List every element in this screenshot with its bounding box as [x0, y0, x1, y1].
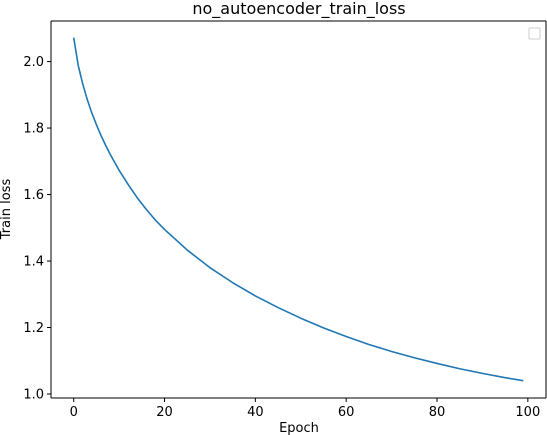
plot-background: [51, 21, 547, 398]
x-tick-label: 80: [429, 405, 446, 420]
axes-frame: [50, 20, 547, 399]
y-axis-label: Train loss: [0, 179, 14, 241]
x-tick-label: 60: [338, 405, 355, 420]
y-tick-label: 1.2: [23, 321, 44, 336]
y-tick-label: 2.0: [23, 55, 44, 70]
y-tick-label: 1.8: [23, 122, 44, 137]
series-layer: [72, 37, 524, 382]
x-tick-label: 0: [70, 405, 78, 420]
x-axis-ticks: 0 20 40 60 80 100: [70, 398, 540, 420]
chart-title: no_autoencoder_train_loss: [192, 0, 405, 19]
plot-area: [51, 21, 547, 398]
series-line-0: [72, 37, 524, 382]
x-tick-label: 40: [247, 405, 264, 420]
y-axis-ticks: 1.0 1.2 1.4 1.6 1.8 2.0: [23, 55, 51, 403]
y-tick-label: 1.4: [23, 255, 44, 270]
x-tick-label: 20: [156, 405, 173, 420]
y-tick-label: 1.0: [23, 388, 44, 403]
x-tick-label: 100: [515, 405, 540, 420]
x-axis-label: Epoch: [279, 421, 319, 435]
legend-box: [528, 27, 541, 40]
y-tick-label: 1.6: [23, 188, 44, 203]
